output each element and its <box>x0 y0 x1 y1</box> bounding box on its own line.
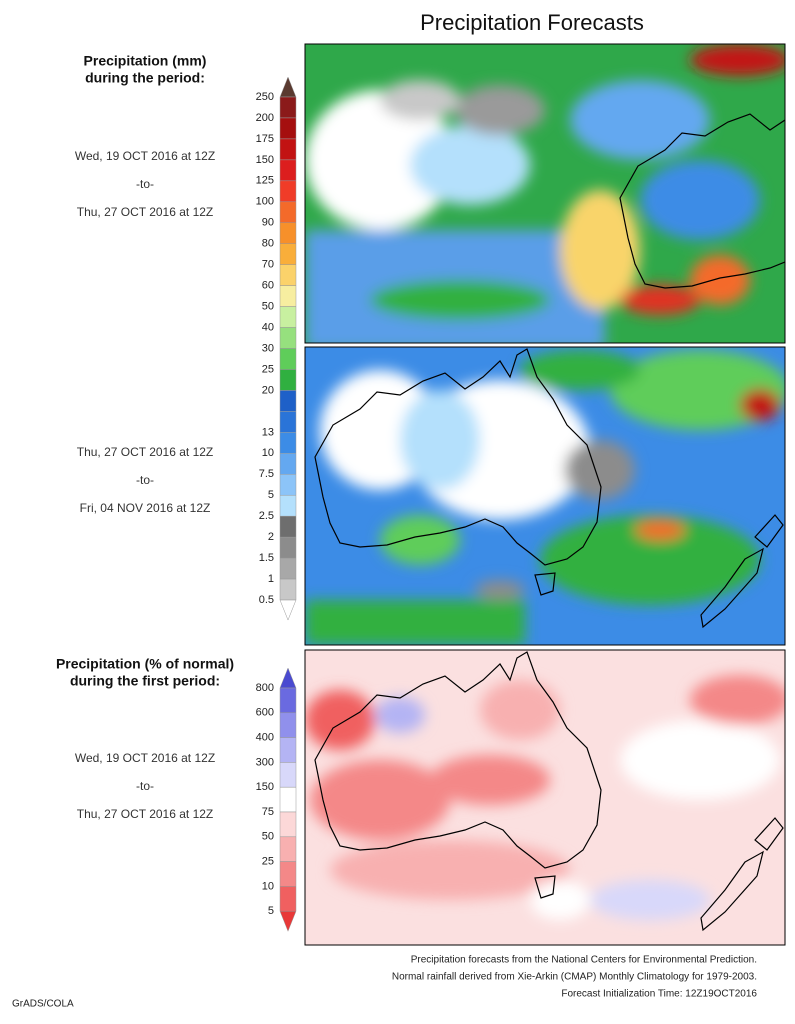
period-text: -to- <box>136 177 154 191</box>
color-swatch <box>279 687 297 714</box>
legend-heading: Precipitation (% of normal) <box>56 656 234 672</box>
panel-frame <box>304 346 786 646</box>
color-swatch <box>279 180 297 203</box>
footer-line: Normal rainfall derived from Xie-Arkin (… <box>392 972 757 983</box>
footer-line: Precipitation forecasts from the Nationa… <box>411 955 757 966</box>
legend-level: 90 <box>262 217 274 229</box>
panel-frame <box>304 649 786 946</box>
color-swatch <box>279 285 297 307</box>
color-swatch <box>279 76 297 98</box>
color-swatch <box>279 599 297 621</box>
legend-level: 20 <box>262 384 274 396</box>
color-swatch <box>279 786 297 813</box>
legend-level: 50 <box>262 831 274 843</box>
panel-frame <box>304 43 786 344</box>
footer-line: Forecast Initialization Time: 12Z19OCT20… <box>561 989 757 1000</box>
legend-level: 30 <box>262 342 274 354</box>
color-swatch <box>279 159 297 182</box>
period-text: Thu, 27 OCT 2016 at 12Z <box>77 205 214 219</box>
legend-level: 250 <box>256 91 274 103</box>
period-text: -to- <box>136 779 154 793</box>
legend-level: 150 <box>256 781 274 793</box>
color-swatch <box>279 348 297 370</box>
legend-level: 60 <box>262 280 274 292</box>
legend-level: 200 <box>256 112 274 124</box>
map-panel-2 <box>305 347 785 645</box>
legend-level: 300 <box>256 756 274 768</box>
color-swatch <box>279 117 297 140</box>
period-text: -to- <box>136 473 154 487</box>
legend-level: 7.5 <box>259 468 274 480</box>
color-swatch <box>279 861 297 887</box>
period-text: Wed, 19 OCT 2016 at 12Z <box>75 149 215 163</box>
color-swatch <box>279 264 297 286</box>
legend-level: 5 <box>268 489 274 501</box>
legend-level: 80 <box>262 238 274 250</box>
color-swatch <box>279 712 297 738</box>
legend-level: 1 <box>268 573 274 585</box>
color-swatch <box>279 369 297 391</box>
legend-level: 600 <box>256 707 274 719</box>
legend-level: 175 <box>256 133 274 145</box>
legend-level: 2 <box>268 531 274 543</box>
legend-level: 70 <box>262 259 274 271</box>
legend-level: 10 <box>262 880 274 892</box>
legend-level: 800 <box>256 682 274 694</box>
period-text: Thu, 27 OCT 2016 at 12Z <box>77 807 214 821</box>
color-swatch <box>279 536 297 559</box>
legend-level: 150 <box>256 154 274 166</box>
legend-heading: during the period: <box>85 70 205 86</box>
color-swatch <box>279 494 297 517</box>
legend-level: 5 <box>268 905 274 917</box>
color-swatch <box>279 667 297 689</box>
color-swatch <box>279 886 297 912</box>
color-swatch <box>279 390 297 412</box>
color-swatch <box>279 243 297 265</box>
color-swatch <box>279 453 297 475</box>
legend-heading: during the first period: <box>70 673 220 689</box>
color-swatch <box>279 474 297 496</box>
legend-level: 50 <box>262 301 274 313</box>
legend-level: 125 <box>256 175 274 187</box>
color-swatch <box>279 306 297 328</box>
legend-level: 100 <box>256 196 274 208</box>
color-swatch <box>279 557 297 580</box>
color-swatch <box>279 327 297 349</box>
color-swatch <box>279 737 297 763</box>
color-swatch <box>279 432 297 454</box>
legend-level: 40 <box>262 321 274 333</box>
color-swatch <box>279 762 297 788</box>
color-swatch <box>279 836 297 862</box>
legend-level: 2.5 <box>259 510 274 522</box>
color-swatch <box>279 811 297 838</box>
period-text: Fri, 04 NOV 2016 at 12Z <box>80 501 211 515</box>
color-swatch <box>279 515 297 538</box>
legend-level: 400 <box>256 732 274 744</box>
color-swatch <box>279 96 297 119</box>
credit: GrADS/COLA <box>12 999 74 1010</box>
legend-level: 25 <box>262 363 274 375</box>
legend-level: 10 <box>262 447 274 459</box>
color-swatch <box>279 222 297 244</box>
legend-level: 0.5 <box>259 594 274 606</box>
legend-heading: Precipitation (mm) <box>84 53 207 69</box>
color-swatch <box>279 578 297 601</box>
title: Precipitation Forecasts <box>420 10 644 35</box>
color-swatch <box>279 201 297 224</box>
legend-level: 75 <box>262 806 274 818</box>
color-swatch <box>279 411 297 433</box>
map-panel-1 <box>305 44 785 343</box>
period-text: Thu, 27 OCT 2016 at 12Z <box>77 445 214 459</box>
map-panel-3 <box>305 650 785 945</box>
color-swatch <box>279 910 297 932</box>
period-text: Wed, 19 OCT 2016 at 12Z <box>75 751 215 765</box>
color-swatch <box>279 138 297 161</box>
legend-level: 25 <box>262 856 274 868</box>
legend-level: 1.5 <box>259 552 274 564</box>
legend-level: 13 <box>262 426 274 438</box>
